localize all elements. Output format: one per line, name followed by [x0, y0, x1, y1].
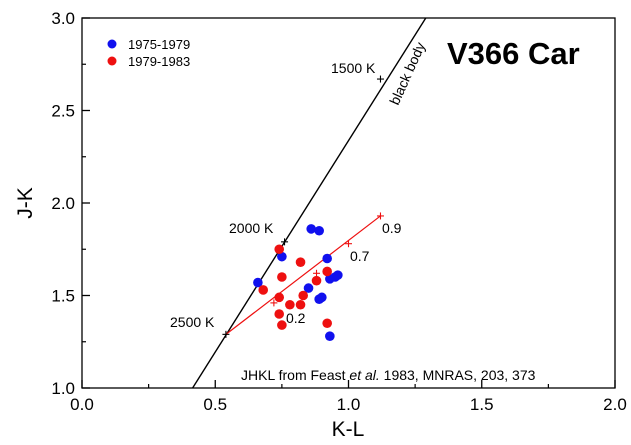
data-point-series-1 — [274, 244, 285, 255]
data-point-series-1 — [285, 299, 295, 310]
black-body-temp-marker — [376, 75, 384, 83]
data-point-series-0 — [253, 277, 263, 288]
legend: 1975-1979 1979-1983 — [107, 37, 190, 69]
chart-points-layer — [253, 224, 343, 342]
data-point-series-0 — [314, 225, 324, 236]
y-tick-label: 1.5 — [51, 287, 75, 306]
axis-ticks-layer: 0.0 0.5 1.0 1.5 2.0 1.0 1.5 2.0 2.5 3.0 — [51, 9, 626, 414]
y-tick-label: 1.0 — [51, 379, 75, 398]
data-point-series-0 — [306, 224, 316, 234]
data-point-series-0 — [325, 331, 335, 342]
legend-marker-1979-1983 — [107, 56, 117, 66]
y-axis-title: J-K — [14, 187, 37, 219]
black-body-temp-marker — [222, 330, 230, 338]
data-point-series-0 — [317, 292, 327, 303]
legend-label-1979-1983: 1979-1983 — [128, 54, 190, 69]
data-point-series-0 — [333, 270, 343, 280]
data-source-annotation: JHKL from Feast et al. 1983, MNRAS, 203,… — [241, 367, 536, 383]
x-tick-label: 1.0 — [337, 395, 361, 414]
legend-marker-1975-1979 — [107, 39, 117, 49]
data-point-series-1 — [295, 299, 306, 310]
data-point-series-1 — [295, 257, 306, 268]
temp-label-2500k: 2500 K — [170, 314, 215, 330]
y-tick-label: 3.0 — [51, 9, 75, 28]
data-point-series-1 — [311, 275, 322, 286]
model-line-marker — [313, 269, 321, 277]
data-point-series-1 — [274, 292, 285, 303]
data-point-series-1 — [277, 272, 287, 282]
black-body-line — [192, 17, 427, 389]
chart-lines-layer — [192, 17, 427, 389]
y-tick-label: 2.5 — [51, 102, 75, 121]
model-line-marker — [270, 299, 278, 307]
data-point-series-0 — [303, 283, 314, 293]
x-tick-label: 0.0 — [70, 395, 94, 414]
x-tick-label: 2.0 — [603, 395, 627, 414]
data-point-series-1 — [322, 318, 332, 329]
temp-label-1500k: 1500 K — [331, 60, 376, 76]
model-line-marker — [376, 212, 384, 220]
model-line — [225, 215, 381, 335]
black-body-temp-marker — [281, 238, 289, 246]
chart-markers-layer — [222, 75, 384, 338]
temp-label-2000k: 2000 K — [229, 220, 274, 236]
model-label-0-9: 0.9 — [382, 220, 402, 236]
legend-label-1975-1979: 1975-1979 — [128, 37, 190, 52]
model-label-0-7: 0.7 — [350, 248, 370, 264]
black-body-label: black body — [386, 40, 428, 108]
x-tick-label: 1.5 — [470, 395, 494, 414]
data-point-series-1 — [277, 320, 287, 330]
data-point-series-1 — [258, 285, 269, 295]
data-point-series-1 — [274, 309, 285, 319]
data-point-series-0 — [322, 253, 332, 264]
model-label-0-2: 0.2 — [286, 310, 306, 326]
data-point-series-1 — [322, 266, 332, 277]
data-point-series-1 — [298, 290, 308, 301]
y-tick-label: 2.0 — [51, 194, 75, 213]
chart-title: V366 Car — [447, 36, 580, 71]
x-tick-label: 0.5 — [203, 395, 227, 414]
x-axis-title: K-L — [332, 418, 365, 441]
data-point-series-0 — [277, 251, 287, 262]
model-line-marker — [345, 240, 352, 248]
